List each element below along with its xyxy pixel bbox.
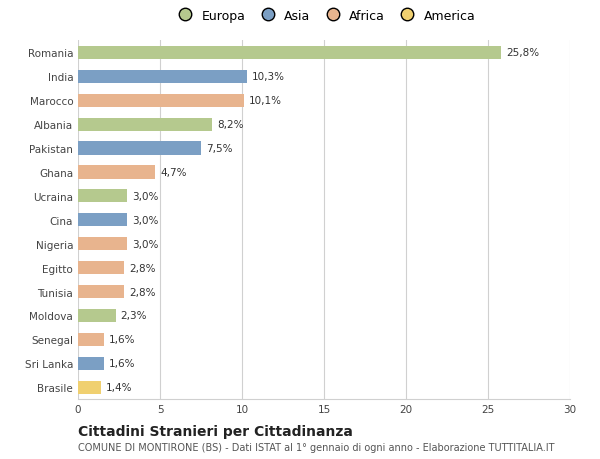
Text: 2,8%: 2,8% (129, 263, 155, 273)
Bar (78, 214, 127, 227)
Text: 1,6%: 1,6% (109, 358, 136, 369)
Bar (78, 357, 104, 370)
Text: Cittadini Stranieri per Cittadinanza: Cittadini Stranieri per Cittadinanza (78, 425, 353, 438)
Bar (78, 95, 244, 107)
Text: 2,3%: 2,3% (121, 311, 147, 321)
Text: 3,0%: 3,0% (132, 239, 158, 249)
Text: 2,8%: 2,8% (129, 287, 155, 297)
Bar (78, 285, 124, 298)
Text: 1,4%: 1,4% (106, 382, 133, 392)
Text: 7,5%: 7,5% (206, 144, 232, 154)
Text: 8,2%: 8,2% (217, 120, 244, 130)
Bar (78, 71, 247, 84)
Text: 10,1%: 10,1% (248, 96, 281, 106)
Bar (78, 381, 101, 394)
Bar (78, 262, 124, 274)
Legend: Europa, Asia, Africa, America: Europa, Asia, Africa, America (167, 5, 481, 28)
Bar (78, 238, 127, 251)
Text: 3,0%: 3,0% (132, 215, 158, 225)
Text: 10,3%: 10,3% (252, 72, 285, 82)
Bar (78, 309, 116, 322)
Bar (78, 190, 127, 203)
Bar (78, 333, 104, 346)
Text: 3,0%: 3,0% (132, 191, 158, 202)
Bar (78, 142, 201, 155)
Text: COMUNE DI MONTIRONE (BS) - Dati ISTAT al 1° gennaio di ogni anno - Elaborazione : COMUNE DI MONTIRONE (BS) - Dati ISTAT al… (78, 442, 554, 452)
Text: 4,7%: 4,7% (160, 168, 187, 178)
Text: 1,6%: 1,6% (109, 335, 136, 345)
Bar (78, 118, 212, 131)
Text: 25,8%: 25,8% (506, 48, 539, 58)
Bar (78, 166, 155, 179)
Bar (78, 47, 501, 60)
